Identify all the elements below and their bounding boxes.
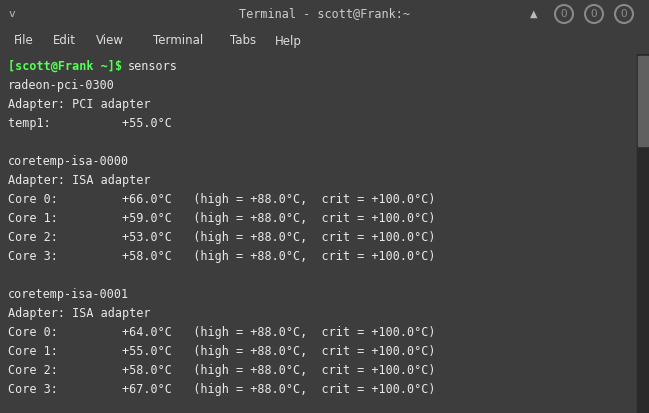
Text: coretemp-isa-0000: coretemp-isa-0000: [8, 155, 129, 168]
Text: O: O: [620, 9, 628, 19]
Text: Core 3:         +58.0°C   (high = +88.0°C,  crit = +100.0°C): Core 3: +58.0°C (high = +88.0°C, crit = …: [8, 250, 435, 263]
Text: File: File: [14, 35, 34, 47]
Text: [scott@Frank ~]$: [scott@Frank ~]$: [8, 60, 129, 73]
Text: Tabs: Tabs: [230, 35, 256, 47]
Text: Terminal - scott@Frank:~: Terminal - scott@Frank:~: [239, 7, 410, 21]
Text: coretemp-isa-0001: coretemp-isa-0001: [8, 288, 129, 301]
Text: Edit: Edit: [53, 35, 76, 47]
Text: ▲: ▲: [530, 9, 538, 19]
Text: Core 1:         +59.0°C   (high = +88.0°C,  crit = +100.0°C): Core 1: +59.0°C (high = +88.0°C, crit = …: [8, 212, 435, 225]
Text: Adapter: ISA adapter: Adapter: ISA adapter: [8, 307, 151, 320]
Text: O: O: [591, 9, 597, 19]
Text: O: O: [561, 9, 567, 19]
Bar: [638, 56, 648, 146]
Text: Core 3:         +67.0°C   (high = +88.0°C,  crit = +100.0°C): Core 3: +67.0°C (high = +88.0°C, crit = …: [8, 383, 435, 396]
Text: Core 2:         +58.0°C   (high = +88.0°C,  crit = +100.0°C): Core 2: +58.0°C (high = +88.0°C, crit = …: [8, 364, 435, 377]
Text: temp1:          +55.0°C: temp1: +55.0°C: [8, 117, 172, 130]
Text: Terminal: Terminal: [153, 35, 202, 47]
Text: Core 1:         +55.0°C   (high = +88.0°C,  crit = +100.0°C): Core 1: +55.0°C (high = +88.0°C, crit = …: [8, 345, 435, 358]
Text: View: View: [96, 35, 124, 47]
Text: Core 2:         +53.0°C   (high = +88.0°C,  crit = +100.0°C): Core 2: +53.0°C (high = +88.0°C, crit = …: [8, 231, 435, 244]
Text: Core 0:         +64.0°C   (high = +88.0°C,  crit = +100.0°C): Core 0: +64.0°C (high = +88.0°C, crit = …: [8, 326, 435, 339]
Text: sensors: sensors: [128, 60, 178, 73]
Text: Adapter: ISA adapter: Adapter: ISA adapter: [8, 174, 151, 187]
Text: v: v: [8, 9, 16, 19]
Bar: [637, 54, 649, 413]
Text: Help: Help: [275, 35, 301, 47]
Text: radeon-pci-0300: radeon-pci-0300: [8, 79, 115, 92]
Text: Core 0:         +66.0°C   (high = +88.0°C,  crit = +100.0°C): Core 0: +66.0°C (high = +88.0°C, crit = …: [8, 193, 435, 206]
Text: Adapter: PCI adapter: Adapter: PCI adapter: [8, 98, 151, 111]
